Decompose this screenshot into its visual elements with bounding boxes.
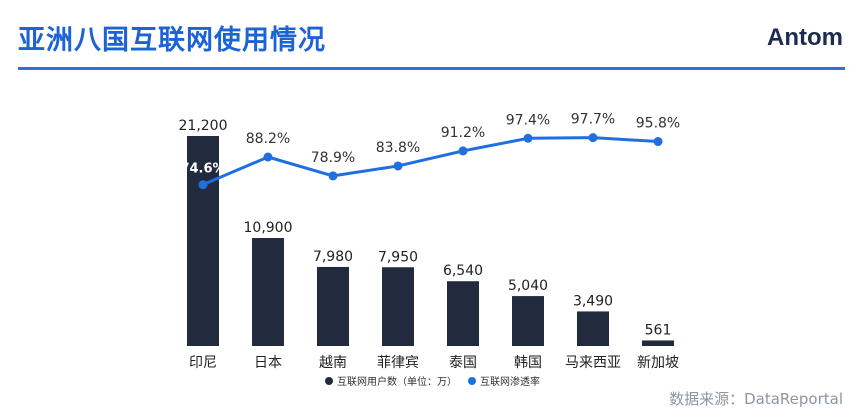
- line-value-label-6: 97.4%: [506, 112, 550, 128]
- line-point-2: [263, 152, 273, 162]
- bar-2: [252, 238, 284, 346]
- legend-marker-penetration: [468, 377, 476, 385]
- line-point-5: [458, 146, 468, 156]
- line-value-label-3: 78.9%: [311, 150, 355, 166]
- bar-4: [382, 267, 414, 346]
- bar-6: [512, 296, 544, 346]
- line-value-label-7: 97.7%: [571, 112, 615, 128]
- bar-7: [577, 311, 609, 346]
- category-label-5: 泰国: [449, 355, 477, 371]
- bar-value-label-4: 7,950: [378, 249, 418, 265]
- category-label-4: 菲律宾: [377, 355, 419, 371]
- line-point-4: [393, 161, 403, 171]
- bar-value-label-5: 6,540: [443, 263, 483, 279]
- category-label-2: 日本: [254, 355, 282, 371]
- bar-8: [642, 340, 674, 346]
- penetration-line: [202, 136, 659, 187]
- line-value-label-8: 95.8%: [636, 116, 680, 132]
- line-value-label-2: 88.2%: [246, 131, 290, 147]
- bar-value-label-7: 3,490: [573, 293, 613, 309]
- data-source: 数据来源：DataReportal: [669, 390, 843, 408]
- line-value-label-1: 74.6%: [180, 162, 225, 177]
- page-title: 亚洲八国互联网使用情况: [18, 25, 326, 56]
- legend-label-users: 互联网用户数（单位：万）: [337, 375, 457, 388]
- legend-label-penetration: 互联网渗透率: [480, 375, 540, 388]
- antom-logo: Antom: [767, 24, 843, 51]
- bar-value-label-8: 561: [645, 322, 672, 338]
- line-value-label-4: 83.8%: [376, 140, 420, 156]
- category-label-6: 韩国: [514, 355, 542, 371]
- line-point-3: [328, 171, 338, 181]
- category-label-3: 越南: [319, 355, 347, 371]
- bar-value-label-6: 5,040: [508, 278, 548, 294]
- legend-marker-users: [325, 377, 333, 385]
- line-point-6: [523, 133, 533, 143]
- header-divider: [18, 67, 845, 70]
- bar-value-label-1: 21,200: [179, 118, 228, 134]
- line-point-8: [653, 137, 663, 147]
- bar-3: [317, 266, 349, 346]
- bar-value-label-2: 10,900: [244, 220, 293, 236]
- line-point-1: [198, 180, 208, 190]
- bar-1: [187, 136, 219, 346]
- bar-5: [447, 281, 479, 346]
- category-label-1: 印尼: [189, 355, 217, 371]
- line-point-7: [588, 133, 598, 143]
- category-label-7: 马来西亚: [565, 355, 621, 371]
- bar-value-label-3: 7,980: [313, 249, 353, 265]
- line-value-label-5: 91.2%: [441, 125, 485, 141]
- category-label-8: 新加坡: [637, 355, 679, 371]
